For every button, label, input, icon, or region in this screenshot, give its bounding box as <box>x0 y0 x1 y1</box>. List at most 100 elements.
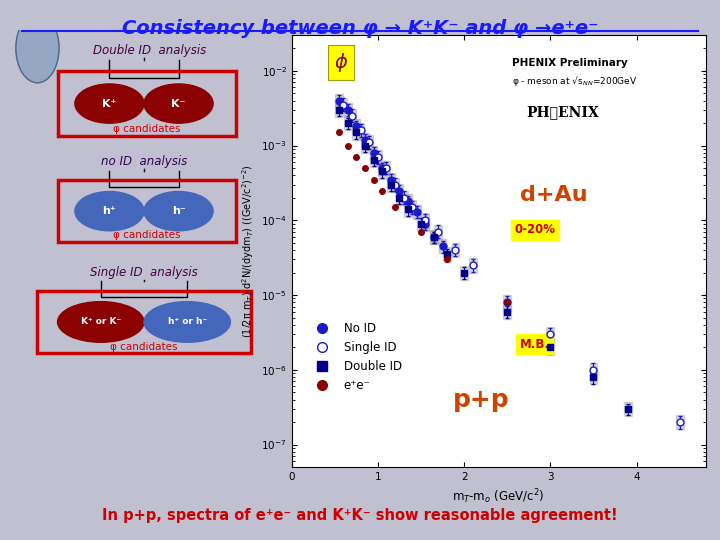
Bar <box>378 165 386 179</box>
Double ID <box>343 120 352 126</box>
Single ID <box>675 419 684 426</box>
Double ID <box>417 220 426 227</box>
Double ID <box>460 269 469 276</box>
Text: h⁻: h⁻ <box>171 206 186 216</box>
Bar <box>408 200 416 214</box>
Bar <box>421 213 429 227</box>
Double ID <box>430 234 438 240</box>
No ID <box>395 187 404 194</box>
Y-axis label: (1/2π m$_T$) d$^2$N/(dydm$_T$) ((GeV/c$^2$)$^{-2}$): (1/2π m$_T$) d$^2$N/(dydm$_T$) ((GeV/c$^… <box>240 164 256 338</box>
No ID <box>438 243 447 249</box>
Double ID <box>589 374 598 380</box>
Single ID <box>408 204 417 211</box>
e⁺e⁻ <box>369 177 378 183</box>
Bar <box>356 123 364 138</box>
Bar <box>395 191 403 205</box>
Text: h⁺: h⁺ <box>102 206 117 216</box>
Single ID <box>546 331 554 338</box>
Bar <box>400 191 408 205</box>
No ID <box>378 165 387 171</box>
Ellipse shape <box>144 302 230 342</box>
Double ID <box>335 106 343 113</box>
Bar <box>343 103 351 117</box>
Bar <box>546 340 554 355</box>
No ID <box>387 177 395 183</box>
Ellipse shape <box>58 302 144 342</box>
e⁺e⁻ <box>343 143 352 149</box>
Text: φ candidates: φ candidates <box>110 342 178 352</box>
Bar <box>348 109 356 123</box>
Bar <box>382 161 390 176</box>
Text: 0-20%: 0-20% <box>514 223 555 236</box>
No ID <box>421 220 430 227</box>
Text: K⁺: K⁺ <box>102 99 117 109</box>
No ID <box>369 150 378 156</box>
Text: φ candidates: φ candidates <box>113 124 181 134</box>
Bar <box>335 93 343 108</box>
Bar <box>395 184 403 198</box>
Double ID <box>443 251 451 258</box>
Bar <box>361 133 369 147</box>
e⁺e⁻ <box>503 299 511 306</box>
Text: d+Au: d+Au <box>520 185 588 205</box>
Bar <box>443 247 451 262</box>
No ID <box>413 208 421 215</box>
Text: Single ID  analysis: Single ID analysis <box>90 266 198 279</box>
Single ID <box>382 165 391 171</box>
Line: Double ID: Double ID <box>336 107 631 411</box>
Text: M.B.: M.B. <box>520 338 550 350</box>
Text: PH⁕ENIX: PH⁕ENIX <box>526 105 599 119</box>
Text: h⁺ or h⁻: h⁺ or h⁻ <box>168 318 207 327</box>
Line: Single ID: Single ID <box>340 102 683 426</box>
Bar <box>352 125 360 140</box>
Bar <box>421 217 429 231</box>
X-axis label: m$_T$-m$_o$ (GeV/c$^2$): m$_T$-m$_o$ (GeV/c$^2$) <box>452 488 545 506</box>
Single ID <box>421 217 430 224</box>
Double ID <box>369 156 378 163</box>
Bar <box>335 103 343 117</box>
Bar <box>460 266 468 280</box>
Double ID <box>404 206 413 213</box>
Bar <box>417 217 425 231</box>
Bar <box>58 180 236 242</box>
Single ID <box>348 112 356 119</box>
Bar <box>378 161 386 176</box>
Bar <box>369 152 377 167</box>
Text: PHENIX Preliminary: PHENIX Preliminary <box>511 58 627 68</box>
Double ID <box>387 181 395 188</box>
Ellipse shape <box>144 84 213 123</box>
e⁺e⁻ <box>361 165 369 171</box>
Bar <box>374 150 382 164</box>
No ID <box>352 123 361 130</box>
Ellipse shape <box>144 192 213 231</box>
Bar <box>352 119 360 134</box>
Line: e⁺e⁻: e⁺e⁻ <box>336 130 510 305</box>
No ID <box>335 97 343 104</box>
Single ID <box>374 154 382 160</box>
Bar <box>503 305 511 319</box>
Single ID <box>391 181 400 188</box>
Bar <box>58 71 236 136</box>
Text: In p+p, spectra of e⁺e⁻ and K⁺K⁻ show reasonable agreement!: In p+p, spectra of e⁺e⁻ and K⁺K⁻ show re… <box>102 508 618 523</box>
Bar <box>676 415 683 429</box>
Double ID <box>503 308 511 315</box>
Double ID <box>361 143 369 149</box>
Bar <box>387 173 395 187</box>
Single ID <box>503 299 511 306</box>
Single ID <box>339 102 348 108</box>
Bar <box>430 230 438 244</box>
Bar <box>434 225 442 239</box>
Bar <box>343 116 351 130</box>
No ID <box>430 234 438 240</box>
Bar <box>590 363 598 377</box>
Text: $\phi$: $\phi$ <box>333 51 348 74</box>
Circle shape <box>16 14 59 83</box>
Bar <box>503 295 511 309</box>
Bar <box>438 239 446 253</box>
Bar <box>590 370 598 384</box>
Bar <box>387 178 395 192</box>
Bar <box>361 139 369 153</box>
e⁺e⁻ <box>417 228 426 235</box>
Line: No ID: No ID <box>336 97 446 249</box>
No ID <box>404 198 413 205</box>
